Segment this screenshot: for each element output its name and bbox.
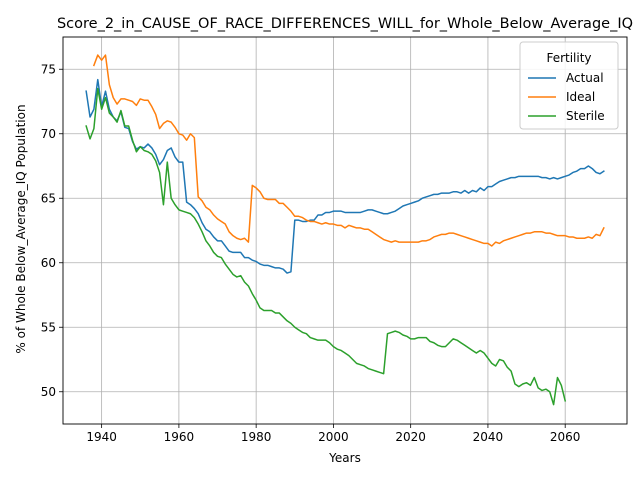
legend-label: Ideal [566,90,595,104]
series-lines [85,54,605,406]
series-line-actual [85,78,605,274]
legend-label: Actual [566,71,604,85]
x-tick-label: 2040 [473,430,504,444]
x-tick-label: 1960 [164,430,195,444]
series-line-ideal [92,54,605,247]
legend: Fertility Actual Ideal Sterile [519,41,619,130]
y-tick-label: 70 [41,127,56,141]
y-tick-label: 55 [41,320,56,334]
x-tick-label: 2060 [550,430,581,444]
legend-title: Fertility [546,51,591,65]
legend-box [519,41,619,130]
chart-title: Score_2_in_CAUSE_OF_RACE_DIFFERENCES_WIL… [57,16,633,32]
x-tick-label: 1980 [241,430,272,444]
grid [63,37,627,424]
y-axis-label: % of Whole Below_Average_IQ Population [14,104,28,353]
x-tick-label: 2020 [395,430,426,444]
y-tick-label: 75 [41,62,56,76]
series-line-sterile [85,87,567,406]
axis-ticks: 1940 1960 1980 2000 2020 2040 2060 50 55 60 65 70 75 [41,62,581,444]
x-tick-label: 2000 [318,430,349,444]
y-tick-label: 60 [41,256,56,270]
legend-label: Sterile [566,109,605,123]
y-tick-label: 65 [41,191,56,205]
x-axis-label: Years [328,451,361,465]
x-tick-label: 1940 [86,430,117,444]
y-tick-label: 50 [41,385,56,399]
plot-frame [62,36,628,425]
legend-items: Actual Ideal Sterile [528,71,605,123]
